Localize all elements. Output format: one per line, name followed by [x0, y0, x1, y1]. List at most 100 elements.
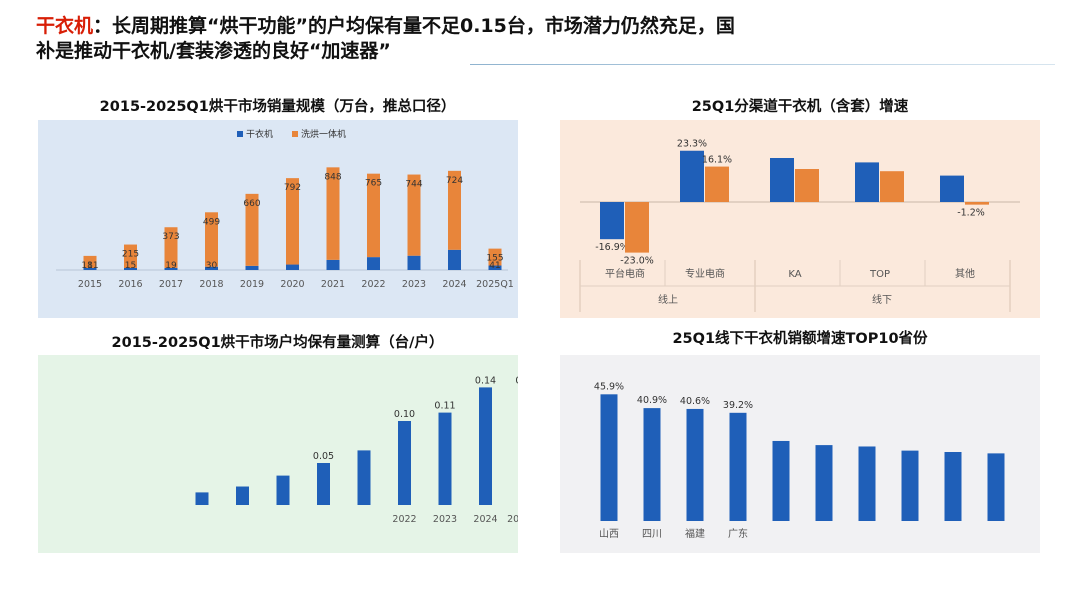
province-x-tick-label: 四川: [642, 529, 662, 540]
province-value-label: 45.9%: [594, 381, 624, 392]
channel-bar-orange: [705, 166, 729, 202]
sales-bar-dryer: [367, 257, 380, 270]
penetration-x-tick-label: 2022: [392, 514, 416, 525]
penetration-bar: [195, 492, 209, 505]
province-chart-title: 25Q1线下干衣机销额增速TOP10省份: [672, 331, 928, 347]
province-bar: [600, 394, 618, 521]
sales-value-label-dryer: 30: [206, 261, 218, 271]
legend-swatch-dryer: [237, 131, 243, 137]
legend-label-washer-dryer: 洗烘一体机: [301, 128, 346, 140]
province-chart-svg: 45.9% 山西 40.9% 四川 40.6% 福建 39.2% 广东: [560, 355, 1040, 553]
sales-bar-washer-dryer: [407, 174, 421, 256]
channel-chart-svg: -16.9% -23.0%平台电商 23.3% 16.1% 专业电商 KA TOP -1.2%…: [560, 120, 1040, 318]
channel-group-label: TOP: [869, 269, 890, 280]
headline-rule: [470, 64, 1055, 65]
penetration-bar: [398, 421, 411, 505]
legend-swatch-washer-dryer: [292, 131, 298, 137]
channel-value-label: 23.3%: [677, 139, 707, 150]
penetration-value-label: 0.10: [394, 409, 415, 420]
sales-x-tick-label: 2021: [321, 279, 345, 290]
sales-value-label-washer-dryer: 765: [365, 179, 382, 189]
province-x-tick-label: 福建: [685, 527, 705, 540]
sales-bar-washer-dryer: [164, 227, 178, 268]
sales-bar-dryer: [448, 249, 461, 270]
penetration-bar: [438, 412, 452, 505]
sales-value-label-washer-dryer: 499: [203, 217, 220, 227]
sales-value-label-dryer: 19: [165, 261, 177, 271]
channel-group-label: KA: [788, 269, 801, 280]
penetration-chart-title: 2015-2025Q1烘干市场户均保有量测算（台/户）: [111, 335, 444, 351]
channel-bar-orange: [625, 202, 649, 253]
penetration-chart-svg: 0.05 0.10 2022 0.11 2023 0.14 2024 0.14 2025Q1: [38, 355, 518, 553]
sales-bar-dryer: [205, 266, 218, 270]
sales-x-tick-label: 2019: [240, 279, 264, 290]
sales-value-label-washer-dryer: 660: [243, 199, 260, 209]
penetration-x-tick-label: 2023: [433, 514, 457, 525]
channel-bar-orange: [795, 169, 819, 202]
sales-bar-dryer: [326, 259, 340, 270]
province-bar: [901, 450, 919, 521]
sales-x-tick-label: 2015: [78, 279, 102, 290]
penetration-value-label: 0.14: [515, 375, 518, 386]
sales-value-label-washer-dryer: 792: [284, 183, 301, 193]
sales-bar-washer-dryer: [326, 167, 340, 260]
channel-group-label: 其他: [955, 267, 975, 280]
sales-value-label-dryer: 41: [489, 261, 500, 271]
channel-bar-blue: [600, 202, 624, 240]
province-bar: [815, 445, 833, 521]
sales-bar-washer-dryer: [488, 248, 502, 266]
penetration-bar: [236, 486, 249, 505]
sales-bar-washer-dryer: [286, 178, 299, 265]
sales-value-label-washer-dryer: 215: [122, 250, 139, 260]
sales-bar-washer-dryer: [124, 244, 137, 268]
channel-super-group-label: 线下: [872, 293, 892, 306]
province-bar: [729, 412, 747, 521]
channel-value-label: -1.2%: [957, 208, 985, 219]
sales-x-tick-label: 2022: [361, 279, 385, 290]
sales-x-tick-label: 2020: [280, 279, 304, 290]
sales-bar-washer-dryer: [367, 173, 380, 258]
channel-value-label: 16.1%: [702, 155, 732, 166]
channel-group-label: 平台电商: [605, 267, 645, 280]
penetration-value-label: 0.14: [475, 375, 496, 386]
sales-chart: 干衣机 洗烘一体机 111 8 2015 215 15 2016 373 19 2017 499 30 2…: [38, 120, 518, 318]
channel-super-group-label: 线上: [658, 293, 678, 306]
channel-value-label: -16.9%: [595, 242, 629, 253]
sales-value-label-washer-dryer: 848: [324, 172, 341, 182]
province-value-label: 39.2%: [723, 400, 753, 411]
province-bar: [987, 453, 1005, 521]
channel-chart: -16.9% -23.0% 平台电商 23.3% 16.1% 专业电商 KA TOP -1.2%…: [560, 120, 1040, 318]
penetration-bar: [317, 463, 330, 505]
province-chart: 45.9% 山西 40.9% 四川 40.6% 福建 39.2% 广东: [560, 355, 1040, 553]
sales-value-label-washer-dryer: 744: [405, 180, 422, 190]
channel-group-label: 专业电商: [685, 267, 725, 280]
channel-bar-blue: [940, 175, 964, 202]
headline-line-1-text: ：长周期推算“烘干功能”的户均保有量不足0.15台，市场潜力仍然充足，国: [93, 15, 735, 37]
province-bar: [858, 446, 876, 521]
sales-value-label-washer-dryer: 155: [486, 254, 503, 264]
sales-value-label-dryer: 8: [87, 261, 93, 271]
sales-chart-title: 2015-2025Q1烘干市场销量规模（万台，推总口径）: [99, 99, 456, 115]
headline-keyword: 干衣机: [36, 15, 94, 37]
sales-x-tick-label: 2017: [159, 279, 183, 290]
channel-bar-orange: [880, 171, 904, 202]
penetration-x-tick-label: 2025Q1: [507, 514, 518, 525]
sales-bar-washer-dryer: [245, 193, 259, 266]
slide-headline: 干衣机：长周期推算“烘干功能”的户均保有量不足0.15台，市场潜力仍然充足，国 …: [36, 14, 1036, 64]
penetration-bar: [357, 450, 371, 505]
sales-bar-dryer: [245, 265, 259, 270]
sales-value-label-washer-dryer: 111: [81, 261, 98, 271]
sales-value-label-dryer: 15: [125, 261, 136, 271]
sales-x-tick-label: 2018: [199, 279, 223, 290]
province-value-label: 40.9%: [637, 395, 667, 406]
penetration-bar: [479, 387, 492, 505]
sales-bar-dryer: [124, 268, 137, 270]
channel-bar-blue: [770, 158, 794, 202]
headline-line-1: 干衣机：长周期推算“烘干功能”的户均保有量不足0.15台，市场潜力仍然充足，国: [36, 14, 1036, 39]
penetration-value-label: 0.11: [434, 401, 455, 412]
legend-label-dryer: 干衣机: [246, 128, 273, 140]
channel-bar-blue: [680, 150, 704, 202]
sales-x-tick-label: 2023: [402, 279, 426, 290]
sales-value-label-washer-dryer: 373: [162, 232, 179, 242]
